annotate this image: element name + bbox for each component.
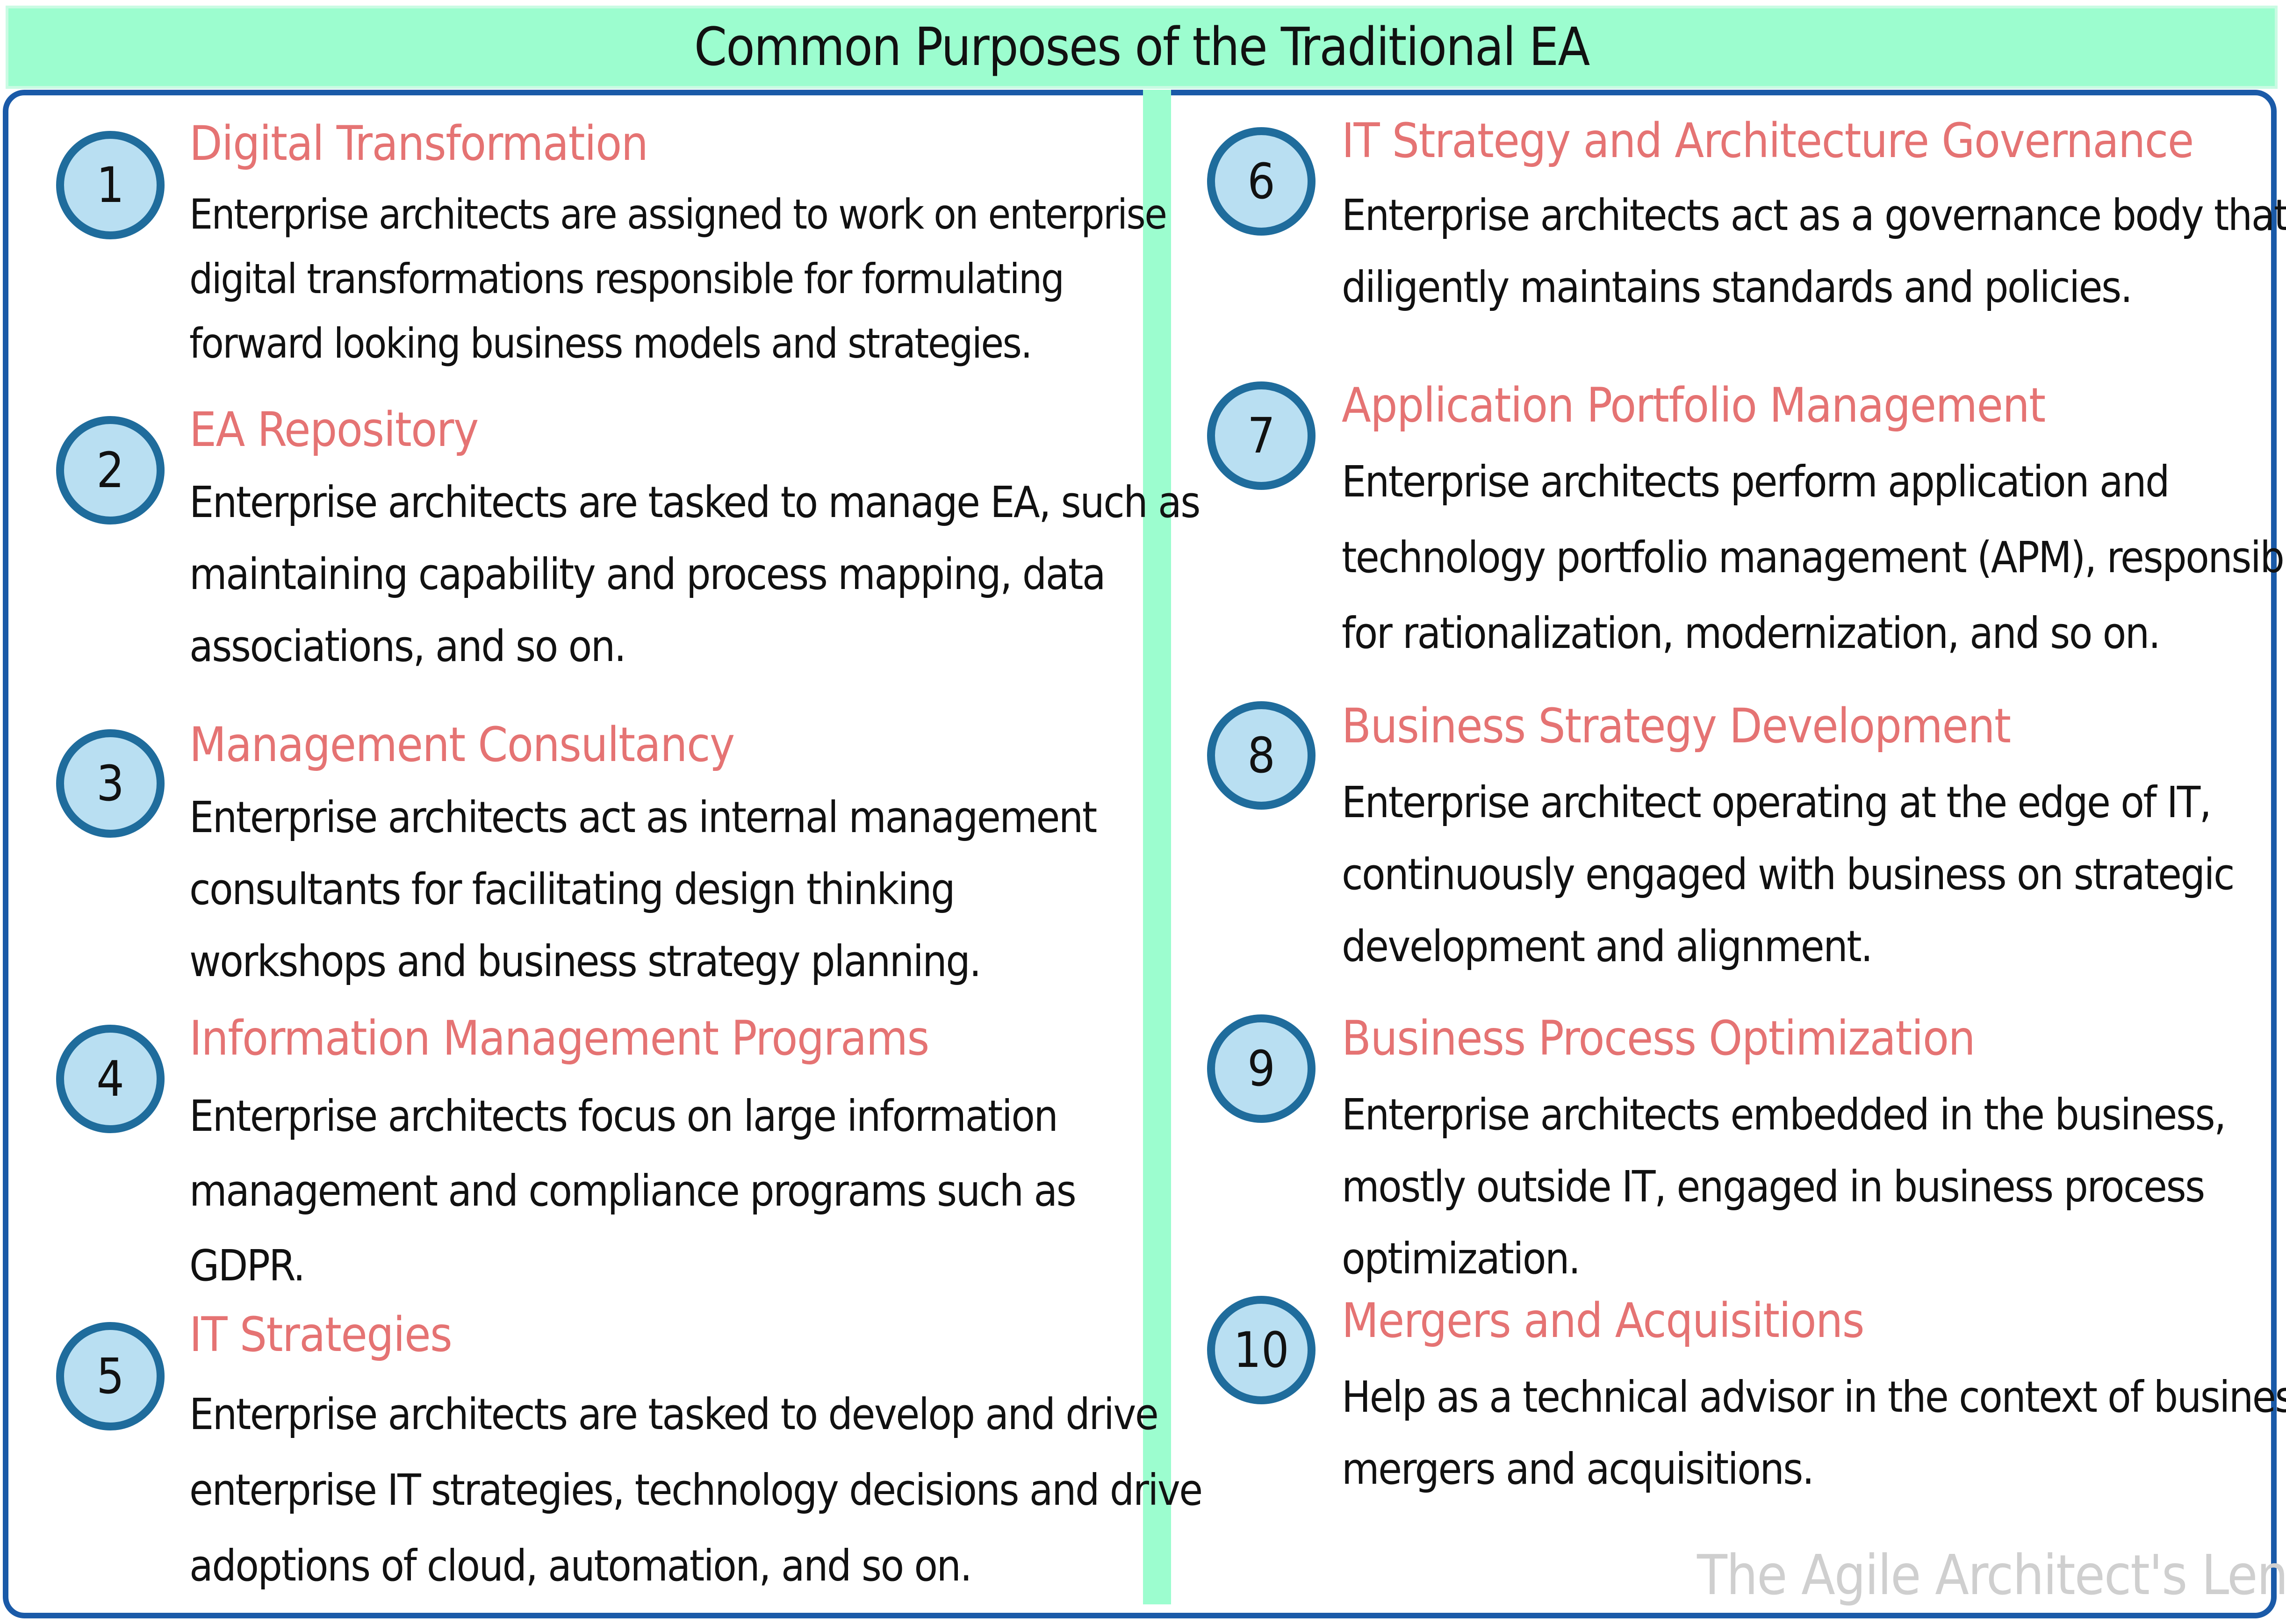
number-badge: 1 <box>56 131 165 239</box>
item-number: 4 <box>96 1050 124 1107</box>
description-line: development and alignment. <box>1342 921 1873 971</box>
description-line: diligently maintains standards and polic… <box>1342 262 2133 312</box>
item-number: 2 <box>96 442 124 499</box>
item-heading: Business Strategy Development <box>1342 698 2011 754</box>
item-heading: IT Strategies <box>189 1307 453 1363</box>
description-line: Enterprise architects embedded in the bu… <box>1342 1090 2226 1140</box>
description-line: for rationalization, modernization, and … <box>1342 608 2161 658</box>
number-badge: 10 <box>1207 1296 1316 1404</box>
description-line: maintaining capability and process mappi… <box>189 549 1106 599</box>
description-line: associations, and so on. <box>189 621 626 671</box>
item-description: Enterprise architects are tasked to deve… <box>189 1377 1203 1604</box>
item-description: Enterprise architects act as a governanc… <box>1342 180 2286 323</box>
item-heading: EA Repository <box>189 402 479 458</box>
description-line: digital transformations responsible for … <box>189 255 1064 303</box>
item-heading: Application Portfolio Management <box>1342 378 2046 433</box>
item-description: Help as a technical advisor in the conte… <box>1342 1361 2286 1505</box>
description-line: continuously engaged with business on st… <box>1342 849 2235 899</box>
item-description: Enterprise architects act as internal ma… <box>189 782 1097 998</box>
description-line: mergers and acquisitions. <box>1342 1444 1814 1494</box>
item-number: 8 <box>1247 727 1275 784</box>
number-badge: 5 <box>56 1322 165 1430</box>
description-line: Help as a technical advisor in the conte… <box>1342 1372 2286 1422</box>
description-line: Enterprise architects act as a governanc… <box>1342 190 2286 240</box>
number-badge: 2 <box>56 416 165 525</box>
description-line: Enterprise architects are tasked to deve… <box>189 1389 1159 1439</box>
description-line: adoptions of cloud, automation, and so o… <box>189 1541 972 1591</box>
number-badge: 8 <box>1207 701 1316 810</box>
item-description: Enterprise architects are tasked to mana… <box>189 467 1201 683</box>
item-description: Enterprise architects focus on large inf… <box>189 1079 1077 1303</box>
item-heading: Business Process Optimization <box>1342 1011 1976 1066</box>
description-line: optimization. <box>1342 1234 1581 1284</box>
description-line: Enterprise architects are tasked to mana… <box>189 477 1201 527</box>
item-number: 5 <box>96 1348 124 1405</box>
title-banner: Common Purposes of the Traditional EA <box>6 6 2278 89</box>
description-line: forward looking business models and stra… <box>189 319 1033 367</box>
number-badge: 6 <box>1207 127 1316 236</box>
number-badge: 4 <box>56 1025 165 1133</box>
description-line: GDPR. <box>189 1241 305 1291</box>
item-heading: Digital Transformation <box>189 116 648 172</box>
description-line: Enterprise architects are assigned to wo… <box>189 190 1167 238</box>
description-line: management and compliance programs such … <box>189 1166 1077 1216</box>
description-line: enterprise IT strategies, technology dec… <box>189 1465 1203 1515</box>
item-heading: Information Management Programs <box>189 1011 929 1066</box>
item-heading: Mergers and Acquisitions <box>1342 1293 1865 1349</box>
description-line: technology portfolio management (APM), r… <box>1342 532 2286 582</box>
item-description: Enterprise architects are assigned to wo… <box>189 182 1167 376</box>
description-line: mostly outside IT, engaged in business p… <box>1342 1162 2205 1212</box>
item-description: Enterprise architects perform applicatio… <box>1342 444 2286 671</box>
description-line: Enterprise architects act as internal ma… <box>189 792 1097 842</box>
item-number: 3 <box>96 755 124 812</box>
content-frame <box>3 90 2277 1618</box>
number-badge: 3 <box>56 729 165 838</box>
column-divider <box>1143 90 1171 1604</box>
item-description: Enterprise architect operating at the ed… <box>1342 767 2235 983</box>
item-number: 7 <box>1247 407 1275 464</box>
description-line: consultants for facilitating design thin… <box>189 864 956 914</box>
item-number: 6 <box>1247 153 1275 210</box>
item-heading: IT Strategy and Architecture Governance <box>1342 113 2194 169</box>
description-line: Enterprise architect operating at the ed… <box>1342 777 2212 827</box>
description-line: workshops and business strategy planning… <box>189 936 982 986</box>
author-watermark: The Agile Architect's Lens <box>1697 1543 2286 1607</box>
item-heading: Management Consultancy <box>189 717 735 773</box>
description-line: Enterprise architects perform applicatio… <box>1342 457 2170 507</box>
item-description: Enterprise architects embedded in the bu… <box>1342 1079 2226 1295</box>
page-title: Common Purposes of the Traditional EA <box>694 17 1590 78</box>
number-badge: 7 <box>1207 381 1316 490</box>
item-number: 10 <box>1233 1322 1289 1379</box>
item-number: 1 <box>96 157 124 214</box>
description-line: Enterprise architects focus on large inf… <box>189 1091 1058 1141</box>
item-number: 9 <box>1247 1040 1275 1097</box>
number-badge: 9 <box>1207 1014 1316 1123</box>
